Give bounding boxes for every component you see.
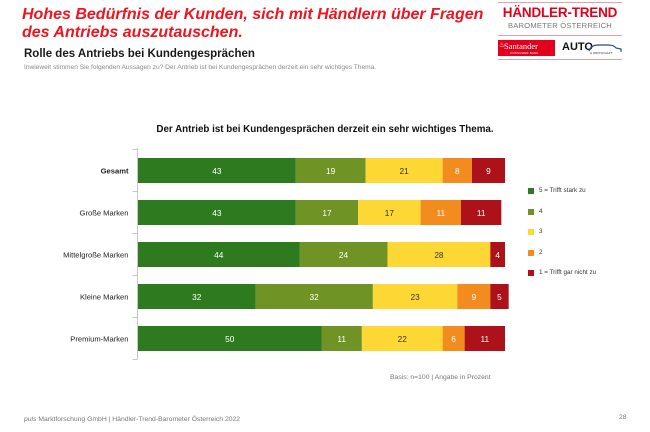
category-label: Kleine Marken <box>80 293 129 302</box>
bar-segment <box>138 326 322 351</box>
data-label: 4 <box>495 250 500 260</box>
auto-sub: & WIRTSCHAFT <box>590 51 613 55</box>
bar-segment <box>490 242 505 267</box>
bar-segment <box>460 200 502 225</box>
category-label: Mittelgroße Marken <box>63 251 128 260</box>
logo-brand-sub: BAROMETER ÖSTERREICH <box>508 21 612 30</box>
footer-text: Marktforschung GmbH | Händler-Trend-Baro… <box>36 416 241 423</box>
data-label: 11 <box>477 208 486 218</box>
data-label: 17 <box>385 208 395 218</box>
data-label: 5 <box>497 292 502 302</box>
bar-segment <box>464 326 505 351</box>
data-label: 50 <box>225 334 235 344</box>
bar-segment <box>299 242 388 267</box>
bar-segment <box>138 158 296 183</box>
data-label: 24 <box>339 250 349 260</box>
legend-label: 1 = Trifft gar nicht zu <box>539 269 597 277</box>
bar-segment <box>471 158 505 183</box>
page-number: 28 <box>619 414 627 421</box>
legend-item: 3 <box>528 227 596 248</box>
auto-wirtschaft-logo: AUTO & WIRTSCHAFT <box>560 40 622 56</box>
legend-label: 5 = Trifft stark zu <box>539 187 586 194</box>
data-label: 28 <box>434 250 444 260</box>
data-label: 11 <box>337 334 346 344</box>
data-label: 19 <box>326 166 336 176</box>
logo-rule-middle <box>498 35 622 36</box>
data-label: 32 <box>192 292 202 302</box>
logo-brand: HÄNDLER-TREND <box>502 5 618 20</box>
bar-segment <box>420 200 461 225</box>
bar-segment <box>442 326 465 351</box>
survey-question: Inwieweit stimmen Sie folgenden Aussagen… <box>24 64 377 71</box>
bar-segment <box>295 200 359 225</box>
santander-sub: CONSUMER BANK <box>510 51 539 55</box>
legend-swatch <box>528 208 534 215</box>
bar-segment <box>138 200 296 225</box>
data-label: 43 <box>212 208 222 218</box>
bar-segment <box>457 284 491 309</box>
data-label: 32 <box>310 292 320 302</box>
footer-source: puls Marktforschung GmbH | Händler-Trend… <box>24 416 240 423</box>
data-label: 21 <box>399 166 409 176</box>
santander-logo: ♨ Santander CONSUMER BANK <box>498 40 555 56</box>
legend-swatch <box>528 249 534 256</box>
legend-label: 2 <box>539 248 543 256</box>
chart-title: Der Antrieb ist bei Kundengesprächen der… <box>156 124 494 135</box>
legend-swatch <box>528 188 534 194</box>
data-label: 11 <box>436 208 445 218</box>
data-label: 11 <box>481 334 490 344</box>
data-label: 17 <box>322 208 332 218</box>
data-label: 43 <box>212 166 222 176</box>
data-label: 23 <box>410 292 420 302</box>
legend-swatch <box>528 270 534 277</box>
bar-segment <box>372 284 458 309</box>
bar-segment <box>358 200 421 225</box>
legend-swatch <box>528 229 534 236</box>
footer-company-italic: puls <box>24 416 37 423</box>
haendler-trend-logo: HÄNDLER-TREND BAROMETER ÖSTERREICH ♨ San… <box>498 2 622 60</box>
legend-item: 4 <box>528 207 596 228</box>
basis-note: Basis: n=100 | Angabe in Prozent <box>390 374 491 381</box>
legend-label: 3 <box>539 228 543 236</box>
headline: Hohes Bedürfnis der Kunden, sich mit Hän… <box>22 6 484 41</box>
santander-flame-icon: ♨ <box>499 42 506 49</box>
santander-name: Santander <box>504 41 538 51</box>
legend-item: 1 = Trifft gar nicht zu <box>528 268 596 289</box>
car-outline-icon <box>588 44 622 52</box>
data-label: 22 <box>398 334 408 344</box>
bar-segment <box>361 326 443 351</box>
data-label: 6 <box>451 334 456 344</box>
bar-segment <box>321 326 362 351</box>
bar-segment <box>490 284 509 309</box>
section-subtitle: Rolle des Antriebs bei Kundengesprächen <box>24 48 255 60</box>
bar-segment <box>365 158 443 183</box>
bar-segment <box>255 284 373 309</box>
logo-rule-bottom <box>498 59 622 60</box>
category-label: Gesamt <box>101 167 129 176</box>
chart-legend: 5 = Trifft stark zu 4 3 2 1 = Trifft gar nic… <box>528 186 596 289</box>
data-label: 8 <box>455 166 460 176</box>
logo-rule-top <box>498 2 622 3</box>
bar-segment <box>387 242 491 267</box>
legend-item: 5 = Trifft stark zu <box>528 186 596 207</box>
category-label: Große Marken <box>80 209 129 218</box>
legend-item: 2 <box>528 248 596 269</box>
data-label: 44 <box>214 250 224 260</box>
category-label: Premium-Marken <box>70 335 128 344</box>
bar-segment <box>138 242 300 267</box>
data-label: 9 <box>486 166 491 176</box>
bar-segment <box>442 158 472 183</box>
data-label: 9 <box>471 292 476 302</box>
auto-name: AUTO <box>562 41 593 53</box>
bar-segment <box>295 158 366 183</box>
bar-segment <box>138 284 256 309</box>
legend-label: 4 <box>539 207 543 215</box>
